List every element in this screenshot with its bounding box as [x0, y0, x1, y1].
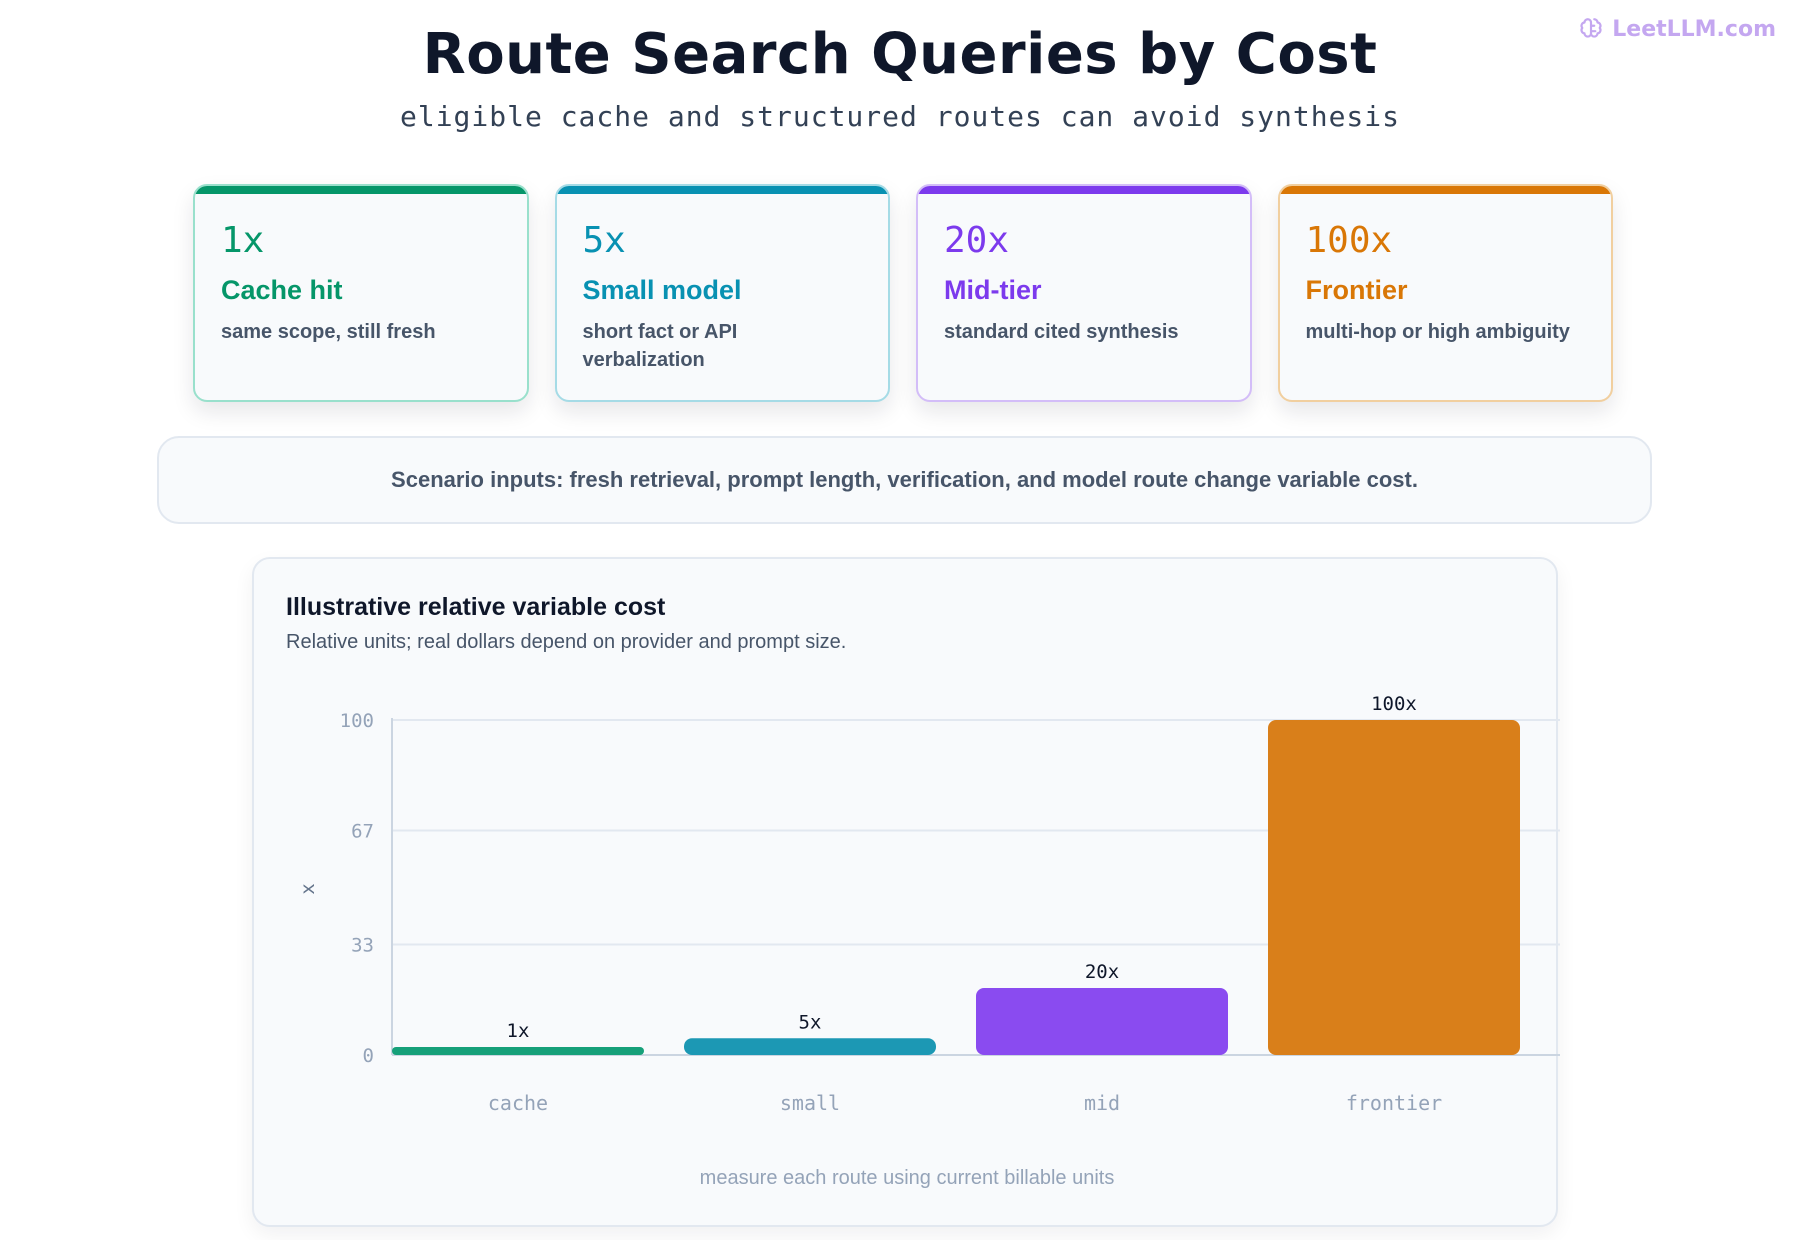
- route-card-frontier: 100x Frontier multi-hop or high ambiguit…: [1277, 184, 1613, 402]
- y-tick-label: 100: [340, 710, 374, 732]
- bar-frontier: [1268, 720, 1520, 1055]
- card-description: multi-hop or high ambiguity: [1305, 321, 1570, 343]
- scenario-text: Scenario inputs: fresh retrieval, prompt…: [391, 467, 1418, 492]
- card-multiplier: 20x: [944, 220, 1010, 261]
- route-card-cache: 1x Cache hit same scope, still fresh: [193, 184, 529, 402]
- card-multiplier: 100x: [1305, 220, 1393, 261]
- y-tick-label: 67: [351, 821, 374, 843]
- card-accent-bar: [918, 186, 1250, 194]
- card-accent-bar: [195, 186, 527, 194]
- x-tick-label: mid: [1084, 1091, 1120, 1115]
- brand-name: LeetLLM.com: [1612, 16, 1776, 42]
- x-tick-label: frontier: [1346, 1091, 1442, 1115]
- bar-value-label: 1x: [507, 1020, 530, 1042]
- card-multiplier: 5x: [582, 220, 626, 261]
- bar-value-label: 100x: [1371, 693, 1417, 715]
- bar-value-label: 20x: [1085, 961, 1119, 983]
- chart-title: Illustrative relative variable cost: [286, 593, 666, 621]
- bar-small: [684, 1038, 936, 1055]
- bar-cache: [392, 1047, 644, 1055]
- route-card-mid: 20x Mid-tier standard cited synthesis: [916, 184, 1252, 402]
- card-name: Frontier: [1305, 275, 1408, 305]
- route-card-small: 5x Small model short fact or API verbali…: [554, 184, 890, 402]
- route-cards: 1x Cache hit same scope, still fresh 5x …: [193, 184, 1613, 402]
- y-tick-label: 33: [351, 934, 374, 956]
- chart-footnote: measure each route using current billabl…: [699, 1167, 1115, 1189]
- x-tick-label: cache: [488, 1091, 548, 1115]
- card-accent-bar: [1279, 186, 1611, 194]
- card-accent-bar: [556, 186, 888, 194]
- scenario-banner: Scenario inputs: fresh retrieval, prompt…: [157, 436, 1652, 524]
- brain-icon: [1580, 18, 1602, 38]
- card-description: standard cited synthesis: [944, 321, 1179, 343]
- card-name: Small model: [582, 275, 742, 305]
- brand-logo: LeetLLM.com: [1578, 16, 1776, 42]
- y-axis-label: x: [297, 883, 319, 894]
- bar-chart: 03367100x1xcache5xsmall20xmid100xfrontie…: [297, 693, 1560, 1115]
- card-description: same scope, still fresh: [221, 321, 436, 343]
- x-tick-label: small: [780, 1091, 840, 1115]
- bar-value-label: 5x: [799, 1011, 822, 1033]
- y-tick-label: 0: [363, 1045, 374, 1067]
- chart-subtitle: Relative units; real dollars depend on p…: [286, 631, 847, 653]
- page-subtitle: eligible cache and structured routes can…: [399, 100, 1400, 133]
- bar-mid: [976, 988, 1228, 1055]
- chart-panel: Illustrative relative variable cost Rela…: [252, 557, 1560, 1227]
- page-title: Route Search Queries by Cost: [422, 22, 1378, 87]
- card-description: short fact or API verbalization: [582, 321, 738, 371]
- card-multiplier: 1x: [221, 220, 265, 261]
- card-name: Cache hit: [221, 275, 343, 305]
- card-name: Mid-tier: [944, 275, 1042, 305]
